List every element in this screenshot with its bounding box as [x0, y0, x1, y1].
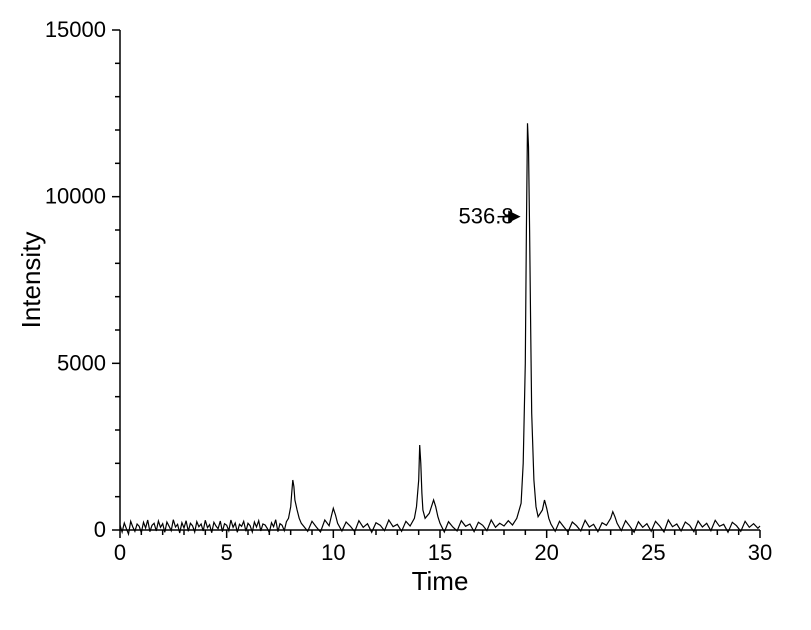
x-tick-label: 15 [428, 540, 452, 565]
y-axis-label: Intensity [16, 232, 46, 329]
y-tick-label: 0 [94, 517, 106, 542]
x-tick-label: 10 [321, 540, 345, 565]
intensity-trace [120, 123, 760, 534]
x-tick-label: 25 [641, 540, 665, 565]
x-axis-label: Time [412, 566, 469, 596]
y-tick-label: 10000 [45, 184, 106, 209]
x-tick-label: 0 [114, 540, 126, 565]
y-tick-label: 15000 [45, 17, 106, 42]
y-tick-label: 5000 [57, 350, 106, 375]
x-tick-label: 30 [748, 540, 772, 565]
x-tick-label: 20 [534, 540, 558, 565]
peak-annotation: 536.8 [459, 204, 514, 229]
chromatogram-chart: 0 5 10 15 20 25 30 0 5000 10000 15000 Time Intensi… [0, 0, 811, 630]
x-tick-label: 5 [221, 540, 233, 565]
chart-svg: 0 5 10 15 20 25 30 0 5000 10000 15000 Time Intensi… [0, 0, 811, 630]
